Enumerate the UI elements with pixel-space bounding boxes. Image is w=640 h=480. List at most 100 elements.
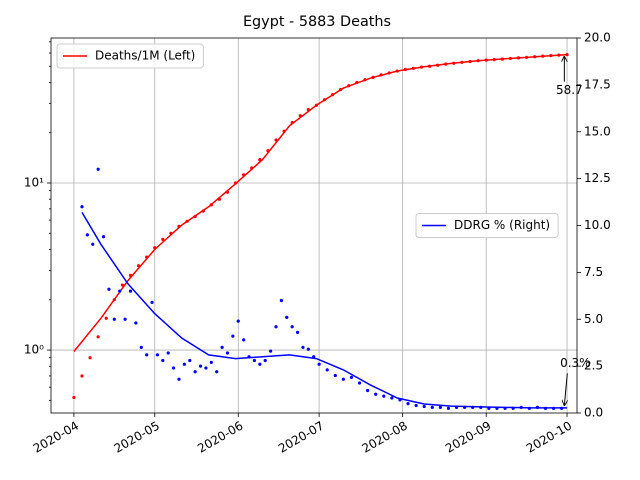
data-point: [250, 166, 254, 170]
data-point: [374, 392, 378, 396]
data-point: [560, 406, 564, 410]
data-point: [325, 368, 329, 372]
data-point: [492, 57, 496, 62]
data-point: [193, 214, 197, 219]
data-point: [428, 64, 432, 68]
data-point: [557, 53, 561, 57]
data-point: [379, 73, 383, 77]
x-tick-label: 2020-09: [443, 419, 493, 456]
data-point: [347, 84, 351, 88]
data-point: [333, 373, 337, 378]
legend-label: Deaths/1M (Left): [95, 49, 195, 63]
data-point: [339, 87, 343, 92]
data-point: [101, 235, 106, 239]
x-tick-label: 2020-06: [195, 419, 245, 456]
data-point: [290, 120, 294, 125]
data-point: [301, 345, 305, 349]
data-point: [312, 355, 316, 359]
data-point: [242, 173, 246, 177]
data-point: [306, 347, 310, 351]
y2-tick-label: 20.0: [584, 31, 611, 45]
data-point: [85, 233, 89, 237]
data-point: [366, 388, 370, 393]
data-point: [500, 57, 504, 61]
chart-title: Egypt - 5883 Deaths: [243, 14, 391, 30]
data-point: [220, 345, 224, 349]
data-point: [242, 338, 246, 342]
data-point: [177, 377, 181, 381]
x-tick-label: 2020-05: [112, 419, 162, 456]
data-point: [198, 364, 203, 368]
data-point: [177, 224, 181, 228]
data-point: [527, 406, 531, 410]
data-point: [166, 351, 170, 355]
annotation-text: 0.3%: [560, 356, 591, 370]
data-point: [419, 65, 424, 69]
x-tick-label: 2020-07: [276, 419, 326, 456]
data-point: [452, 61, 456, 65]
data-point: [330, 93, 335, 97]
data-point: [112, 298, 116, 302]
data-point: [565, 53, 569, 57]
data-point: [363, 78, 367, 82]
data-point: [91, 242, 95, 246]
data-point: [430, 405, 434, 409]
data-point: [535, 405, 539, 409]
data-point: [225, 351, 230, 355]
data-point: [266, 149, 270, 153]
data-point: [112, 317, 116, 321]
data-point: [285, 315, 289, 319]
data-point: [525, 55, 529, 59]
data-point: [258, 158, 262, 162]
data-point: [357, 381, 362, 385]
data-point: [120, 283, 125, 287]
data-point: [145, 255, 149, 259]
data-point: [139, 345, 143, 349]
annotation-arrow: [564, 373, 568, 405]
data-point: [508, 56, 513, 61]
data-point: [355, 80, 359, 85]
data-point: [252, 358, 257, 363]
y2-tick-label: 15.0: [584, 124, 611, 138]
data-point: [341, 377, 345, 381]
y2-tick-label: 5.0: [584, 312, 603, 326]
data-point: [290, 325, 294, 329]
data-point: [279, 298, 283, 303]
data-point: [134, 321, 138, 325]
data-point: [390, 396, 394, 400]
data-point: [387, 71, 391, 75]
data-point: [123, 317, 127, 321]
data-point: [72, 395, 76, 400]
data-point: [209, 203, 213, 207]
data-point: [484, 58, 488, 62]
data-point: [169, 231, 173, 235]
data-point: [128, 289, 133, 293]
data-point: [217, 197, 222, 201]
data-point: [395, 69, 399, 73]
data-point: [153, 246, 157, 250]
data-point: [403, 67, 407, 72]
data-point: [476, 59, 480, 63]
data-point: [236, 319, 240, 323]
data-point: [406, 402, 410, 406]
data-point: [155, 353, 160, 357]
data-point: [468, 59, 472, 64]
data-point: [463, 405, 467, 409]
data-point: [422, 404, 426, 409]
y2-tick-label: 12.5: [584, 171, 611, 185]
data-point: [96, 167, 100, 171]
data-point: [314, 103, 319, 107]
data-point: [274, 325, 278, 329]
data-point: [487, 406, 491, 410]
data-point: [436, 63, 440, 67]
data-point: [96, 335, 100, 339]
data-point: [231, 334, 235, 338]
legend: Deaths/1M (Left): [56, 43, 204, 69]
data-point: [533, 55, 537, 59]
data-point: [104, 316, 108, 320]
data-point: [150, 300, 154, 304]
legend: DDRG % (Right): [415, 213, 559, 238]
data-point: [349, 375, 354, 379]
data-point: [201, 209, 205, 213]
